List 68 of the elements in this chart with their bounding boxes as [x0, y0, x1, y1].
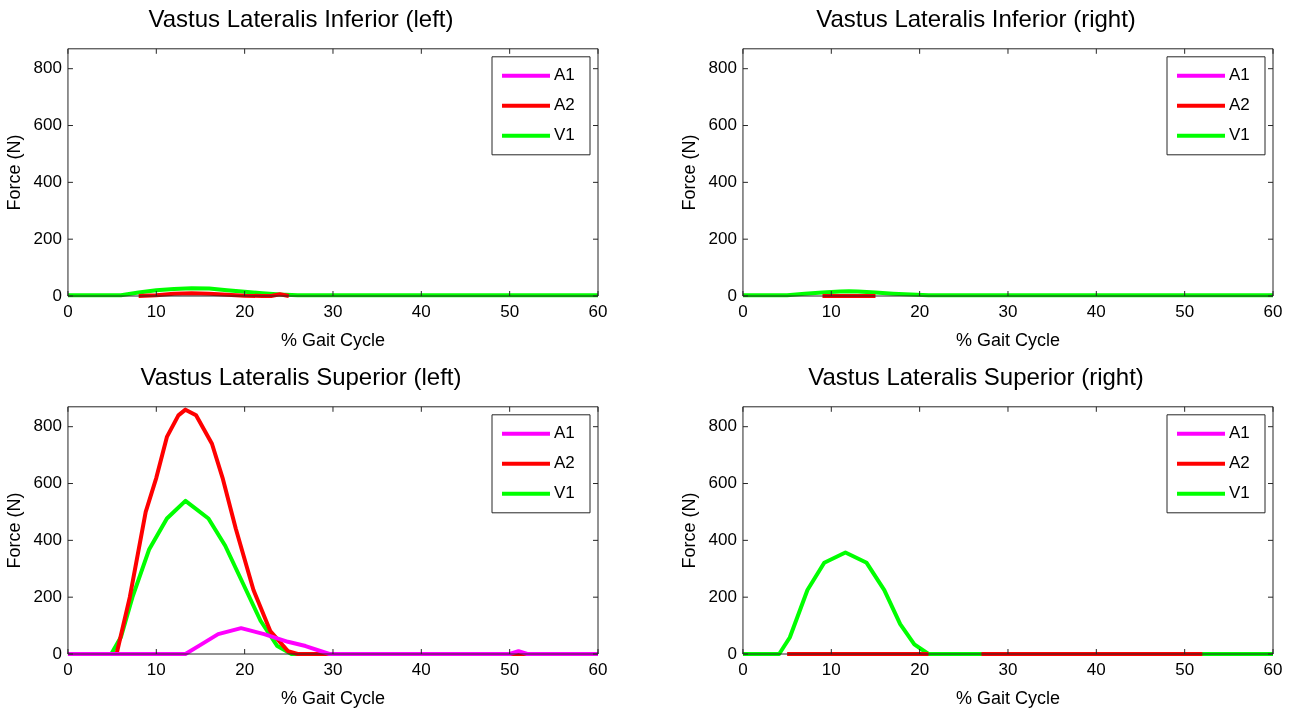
x-tick-label: 60	[1263, 659, 1283, 679]
y-axis-title: Force (N)	[678, 134, 699, 211]
x-tick-label: 20	[235, 659, 255, 679]
y-tick-label: 200	[708, 586, 737, 606]
x-tick-label: 10	[146, 659, 166, 679]
x-tick-label: 30	[323, 301, 343, 321]
chart-title: Vastus Lateralis Superior (right)	[808, 363, 1144, 391]
x-tick-label: 20	[910, 301, 930, 321]
y-tick-label: 600	[33, 473, 62, 493]
x-tick-label: 60	[588, 659, 608, 679]
y-tick-label: 600	[33, 115, 62, 135]
legend-label: A1	[554, 423, 575, 443]
x-tick-label: 50	[500, 659, 520, 679]
y-tick-label: 800	[708, 416, 737, 436]
y-tick-label: 0	[52, 285, 62, 305]
x-tick-label: 60	[588, 301, 608, 321]
x-tick-label: 50	[500, 301, 520, 321]
y-tick-label: 600	[708, 115, 737, 135]
legend-label: V1	[1229, 483, 1250, 503]
x-tick-label: 40	[1086, 301, 1106, 321]
x-tick-label: 10	[146, 301, 166, 321]
legend-label: A2	[1229, 453, 1250, 473]
chart-title: Vastus Lateralis Superior (left)	[140, 363, 462, 391]
legend-label: A2	[1229, 95, 1250, 115]
x-axis-title: % Gait Cycle	[955, 688, 1060, 709]
legend-label: A2	[554, 453, 575, 473]
y-tick-label: 0	[727, 285, 737, 305]
x-tick-label: 30	[998, 659, 1018, 679]
y-tick-label: 200	[33, 228, 62, 248]
x-tick-label: 10	[821, 301, 841, 321]
y-tick-label: 400	[33, 530, 62, 550]
x-tick-label: 50	[1175, 301, 1195, 321]
x-tick-label: 20	[235, 301, 255, 321]
x-tick-label: 40	[411, 659, 431, 679]
x-tick-label: 50	[1175, 659, 1195, 679]
x-axis-title: % Gait Cycle	[280, 688, 385, 709]
y-axis-title: Force (N)	[678, 492, 699, 569]
y-tick-label: 400	[708, 172, 737, 192]
x-tick-label: 40	[411, 301, 431, 321]
legend-label: V1	[554, 125, 575, 145]
y-tick-label: 400	[33, 172, 62, 192]
legend-label: V1	[554, 483, 575, 503]
legend-label: A2	[554, 95, 575, 115]
y-tick-label: 0	[727, 643, 737, 663]
y-axis-title: Force (N)	[3, 492, 24, 569]
x-tick-label: 30	[323, 659, 343, 679]
x-tick-label: 30	[998, 301, 1018, 321]
x-tick-label: 10	[821, 659, 841, 679]
legend-label: V1	[1229, 125, 1250, 145]
x-axis-title: % Gait Cycle	[955, 330, 1060, 351]
y-tick-label: 800	[708, 58, 737, 78]
y-tick-label: 600	[708, 473, 737, 493]
x-axis-title: % Gait Cycle	[280, 330, 385, 351]
y-tick-label: 200	[33, 586, 62, 606]
x-tick-label: 60	[1263, 301, 1283, 321]
y-tick-label: 200	[708, 228, 737, 248]
x-tick-label: 20	[910, 659, 930, 679]
y-tick-label: 800	[33, 58, 62, 78]
y-tick-label: 800	[33, 416, 62, 436]
chart-title: Vastus Lateralis Inferior (left)	[148, 5, 454, 33]
legend-label: A1	[1229, 65, 1250, 85]
y-axis-title: Force (N)	[3, 134, 24, 211]
y-tick-label: 0	[52, 643, 62, 663]
y-tick-label: 400	[708, 530, 737, 550]
x-tick-label: 40	[1086, 659, 1106, 679]
legend-label: A1	[1229, 423, 1250, 443]
chart-title: Vastus Lateralis Inferior (right)	[816, 5, 1136, 33]
legend-label: A1	[554, 65, 575, 85]
